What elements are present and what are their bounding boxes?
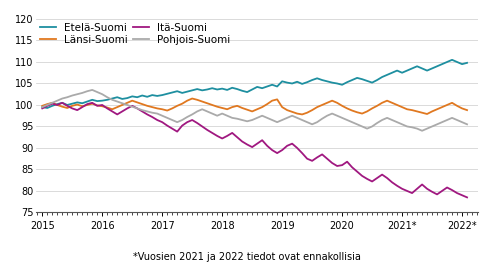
Text: *Vuosien 2021 ja 2022 tiedot ovat ennakollisia: *Vuosien 2021 ja 2022 tiedot ovat ennako… [133, 252, 361, 262]
Legend: Etelä-Suomi, Länsi-Suomi, Itä-Suomi, Pohjois-Suomi: Etelä-Suomi, Länsi-Suomi, Itä-Suomi, Poh… [40, 22, 232, 46]
